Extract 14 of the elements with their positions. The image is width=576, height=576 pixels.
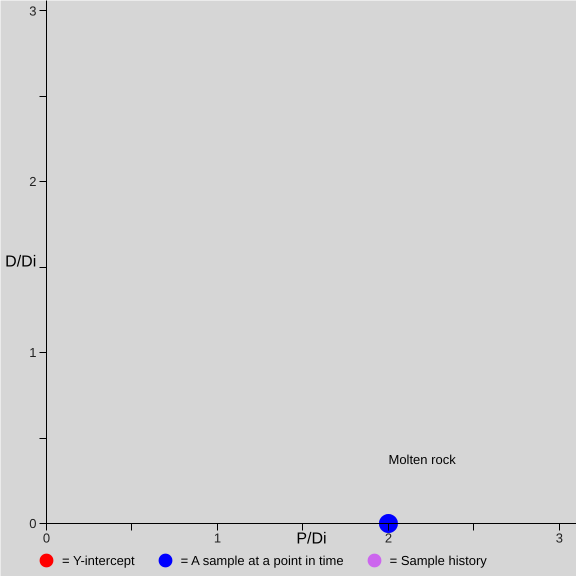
y-tick-label: 3 — [29, 3, 37, 18]
annotation: Molten rock — [388, 452, 456, 467]
legend-label: = Y-intercept — [62, 552, 135, 568]
y-axis-title: D/Di — [5, 254, 36, 270]
x-axis-title: P/Di — [296, 530, 327, 548]
x-tick-label: 0 — [42, 530, 50, 546]
y-tick-label: 1 — [29, 345, 37, 360]
legend-label: = Sample history — [390, 552, 487, 568]
x-tick-label: 1 — [214, 530, 222, 546]
x-tick-label: 2 — [384, 530, 392, 546]
x-tick-label: 3 — [556, 530, 564, 546]
y-tick-label: 2 — [29, 174, 37, 190]
legend-label: = A sample at a point in time — [180, 552, 344, 568]
y-tick-label: 0 — [29, 516, 37, 531]
